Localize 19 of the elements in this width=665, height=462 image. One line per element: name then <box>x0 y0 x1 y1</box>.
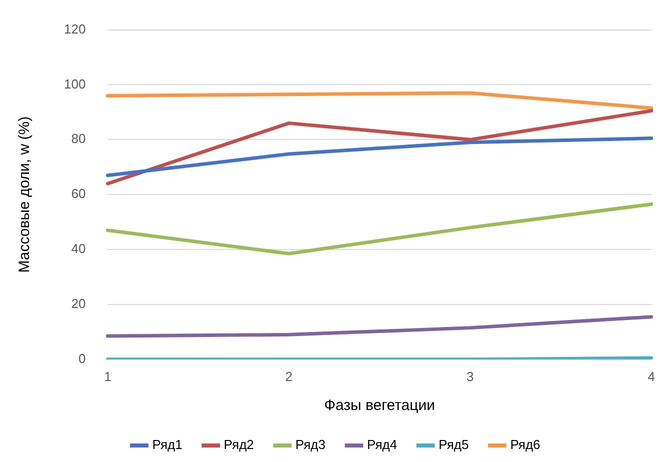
x-axis-title: Фазы вегетации <box>324 397 436 414</box>
legend-label: Ряд1 <box>152 437 182 452</box>
y-axis-title: Массовые доли, w (%) <box>16 116 34 273</box>
y-tick-label: 40 <box>71 241 86 256</box>
legend-label: Ряд6 <box>510 437 540 452</box>
legend-label: Ряд2 <box>224 437 254 452</box>
legend-label: Ряд3 <box>295 437 326 452</box>
y-tick-label: 0 <box>78 350 86 366</box>
y-tick-label: 80 <box>71 131 86 146</box>
y-tick-label: 20 <box>71 296 86 312</box>
legend-label: Ряд4 <box>367 437 398 452</box>
y-tick-label: 120 <box>64 21 86 36</box>
x-tick-label: 4 <box>648 368 655 384</box>
legend-label: Ряд5 <box>438 437 469 452</box>
y-tick-label: 100 <box>64 76 86 92</box>
x-tick-label: 2 <box>285 368 293 384</box>
y-tick-label: 60 <box>71 186 86 202</box>
x-tick-label: 3 <box>466 368 474 384</box>
x-tick-label: 1 <box>104 368 112 384</box>
